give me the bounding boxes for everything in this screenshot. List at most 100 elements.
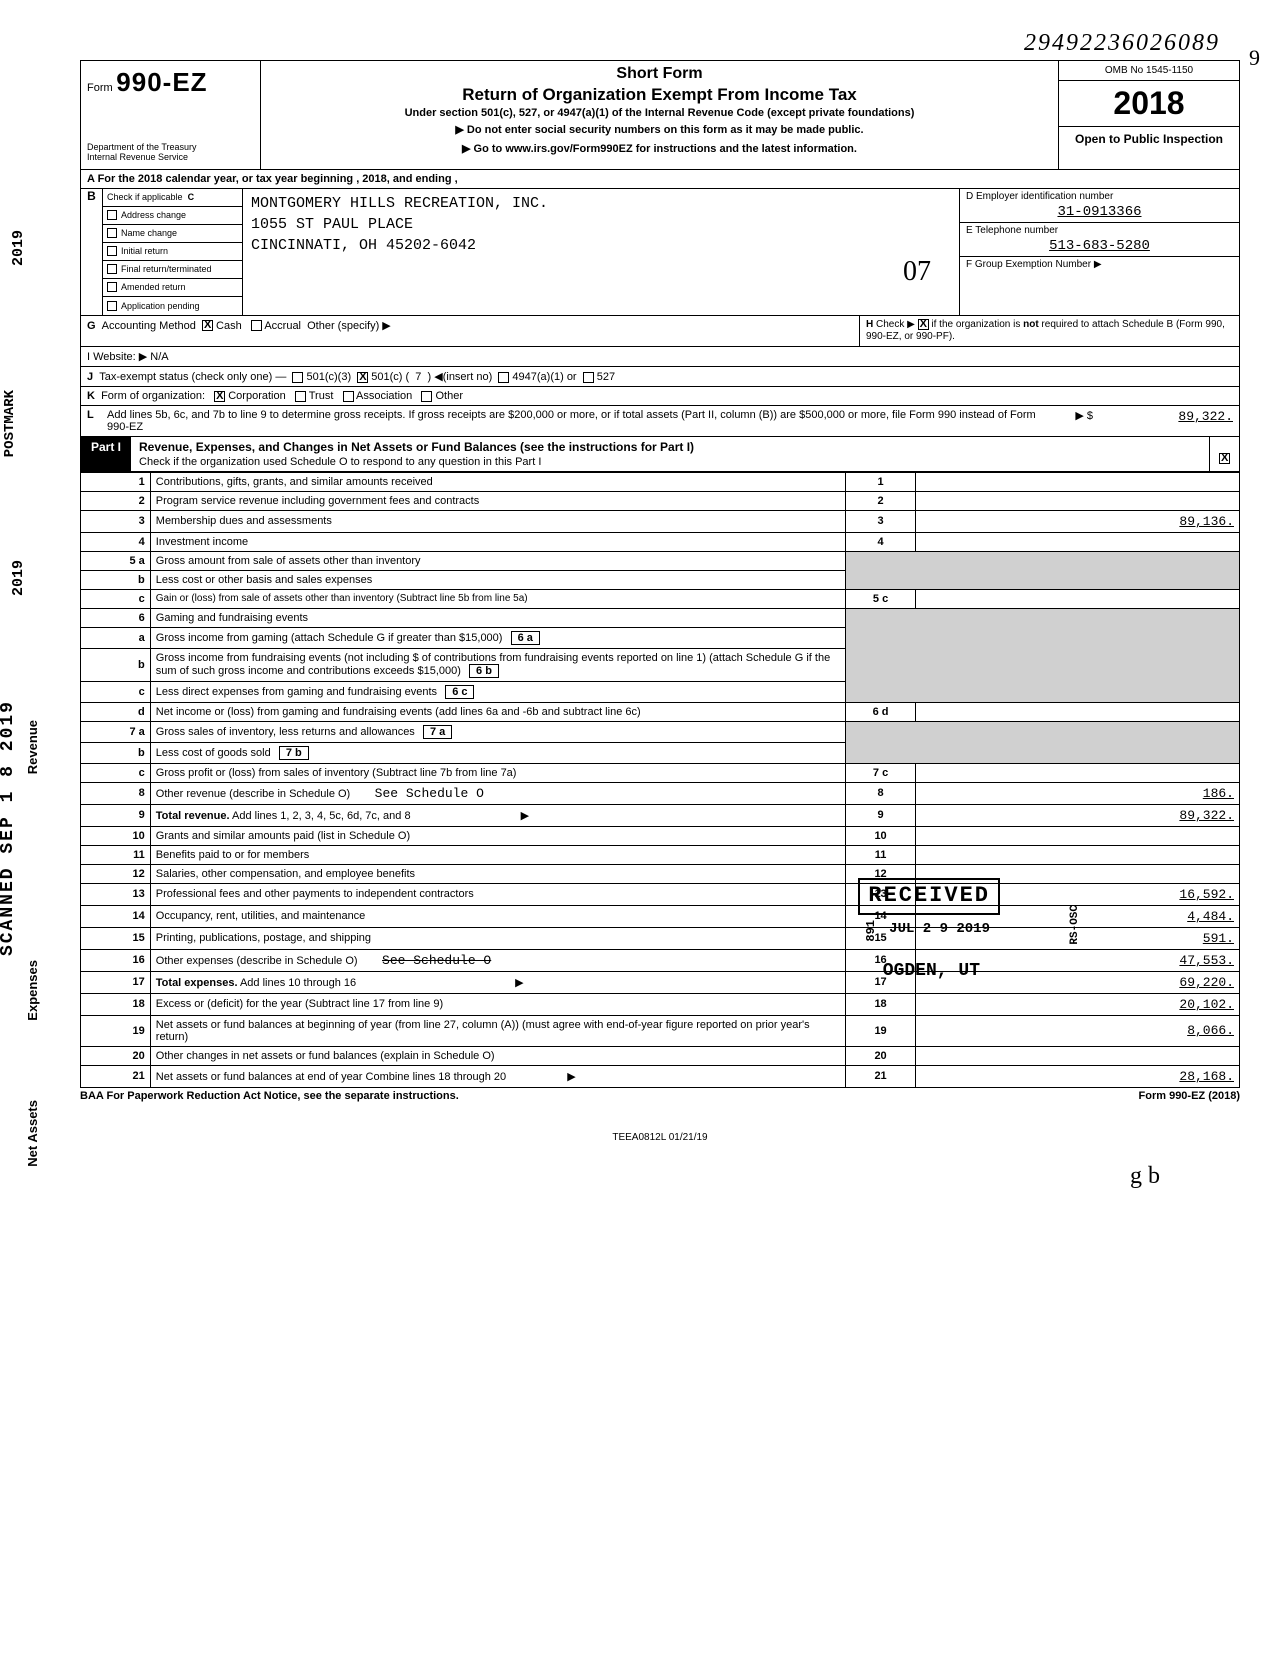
checkbox-4947[interactable] bbox=[498, 372, 509, 383]
part1-badge: Part I bbox=[81, 437, 131, 471]
checkbox-h[interactable] bbox=[918, 319, 929, 330]
main-title: Return of Organization Exempt From Incom… bbox=[271, 85, 1048, 105]
ln12-num: 12 bbox=[81, 864, 151, 883]
ln11-num: 11 bbox=[81, 845, 151, 864]
e-label: E Telephone number bbox=[966, 225, 1233, 236]
ln5a-text: Gross amount from sale of assets other t… bbox=[150, 551, 845, 570]
ln16-note: See Schedule O bbox=[382, 953, 491, 968]
checkbox-corp[interactable] bbox=[214, 391, 225, 402]
ln19-num: 19 bbox=[81, 1015, 151, 1046]
ln1-amt bbox=[915, 472, 1239, 491]
checkbox-accrual[interactable] bbox=[251, 320, 262, 331]
ln1-num: 1 bbox=[81, 472, 151, 491]
subtitle-3: ▶ Go to www.irs.gov/Form990EZ for instru… bbox=[271, 142, 1048, 155]
ln18-amt: 20,102. bbox=[915, 993, 1239, 1015]
checkbox-cash[interactable] bbox=[202, 320, 213, 331]
ln6d-rn: 6 d bbox=[846, 702, 916, 721]
omb-number: OMB No 1545-1150 bbox=[1059, 61, 1239, 81]
org-name-address: MONTGOMERY HILLS RECREATION, INC. 1055 S… bbox=[243, 189, 959, 315]
short-form-label: Short Form bbox=[271, 65, 1048, 83]
address-block: B Check if applicable C Address change N… bbox=[80, 189, 1240, 316]
ln17-text: Total expenses. bbox=[156, 977, 238, 989]
checkbox-other[interactable] bbox=[421, 391, 432, 402]
checkbox-address-change[interactable] bbox=[107, 210, 117, 220]
l-amount: 89,322. bbox=[1093, 409, 1233, 433]
l-arrow: ▶ $ bbox=[1053, 409, 1093, 433]
phone-value: 513-683-5280 bbox=[966, 236, 1233, 254]
form-page: 29492236026089 9 SCANNED SEP 1 8 2019 PO… bbox=[0, 0, 1280, 1210]
form-prefix: Form bbox=[87, 82, 113, 94]
checkbox-trust[interactable] bbox=[295, 391, 306, 402]
ln9-amt: 89,322. bbox=[915, 804, 1239, 826]
ln7c-amt bbox=[915, 763, 1239, 782]
subtitle-2: ▶ Do not enter social security numbers o… bbox=[271, 123, 1048, 136]
ln7c-text: Gross profit or (loss) from sales of inv… bbox=[150, 763, 845, 782]
ln10-num: 10 bbox=[81, 826, 151, 845]
ln7a-box: 7 a bbox=[423, 725, 452, 739]
ein-value: 31-0913366 bbox=[966, 202, 1233, 220]
row-g: G Accounting Method Cash Accrual Other (… bbox=[80, 316, 1240, 347]
ln8-note: See Schedule O bbox=[375, 786, 484, 801]
ln15-num: 15 bbox=[81, 927, 151, 949]
d-label: D Employer identification number bbox=[966, 191, 1233, 202]
org-addr2: CINCINNATI, OH 45202-6042 bbox=[251, 235, 951, 256]
tax-year: 2018 bbox=[1059, 81, 1239, 127]
checkbox-initial-return[interactable] bbox=[107, 246, 117, 256]
checkbox-assoc[interactable] bbox=[343, 391, 354, 402]
l-label: L bbox=[87, 409, 107, 433]
subtitle-1: Under section 501(c), 527, or 4947(a)(1)… bbox=[271, 107, 1048, 119]
ln8-amt: 186. bbox=[915, 782, 1239, 804]
checkbox-501c3[interactable] bbox=[292, 372, 303, 383]
ln16-num: 16 bbox=[81, 949, 151, 971]
checkbox-app-pending[interactable] bbox=[107, 301, 117, 311]
ln14-text: Occupancy, rent, utilities, and maintena… bbox=[150, 905, 845, 927]
ln2-text: Program service revenue including govern… bbox=[150, 491, 845, 510]
checkbox-527[interactable] bbox=[583, 372, 594, 383]
ln21-amt: 28,168. bbox=[915, 1065, 1239, 1087]
h-text: H Check ▶ if the organization is not req… bbox=[859, 316, 1239, 346]
chk-1: Name change bbox=[121, 228, 177, 238]
ln3-text: Membership dues and assessments bbox=[150, 510, 845, 532]
ln4-text: Investment income bbox=[150, 532, 845, 551]
ln5c-rn: 5 c bbox=[846, 589, 916, 608]
website-row: I Website: ▶ N/A bbox=[81, 347, 859, 366]
checkbox-name-change[interactable] bbox=[107, 228, 117, 238]
ln21-text: Net assets or fund balances at end of ye… bbox=[156, 1071, 506, 1083]
org-name: MONTGOMERY HILLS RECREATION, INC. bbox=[251, 193, 951, 214]
netassets-label: Net Assets bbox=[25, 1100, 40, 1167]
ln6c-box: 6 c bbox=[445, 685, 474, 699]
ln14-num: 14 bbox=[81, 905, 151, 927]
ln9-text: Total revenue. bbox=[156, 810, 230, 822]
chk-4: Amended return bbox=[121, 282, 186, 292]
row-i: I Website: ▶ N/A bbox=[80, 347, 1240, 367]
row-j: J Tax-exempt status (check only one) — 5… bbox=[80, 367, 1240, 387]
ln2-amt bbox=[915, 491, 1239, 510]
ln16-text: Other expenses (describe in Schedule O) bbox=[156, 955, 358, 967]
form-number-box: Form 990-EZ Department of the Treasury I… bbox=[81, 61, 261, 169]
checkbox-501c[interactable] bbox=[357, 372, 368, 383]
year-box: OMB No 1545-1150 2018 Open to Public Ins… bbox=[1059, 61, 1239, 169]
part1-title: Revenue, Expenses, and Changes in Net As… bbox=[139, 440, 694, 454]
f-label: F Group Exemption Number ▶ bbox=[966, 259, 1233, 270]
ln11-amt bbox=[915, 845, 1239, 864]
ln4-amt bbox=[915, 532, 1239, 551]
checkbox-amended[interactable] bbox=[107, 282, 117, 292]
ln20-amt bbox=[915, 1046, 1239, 1065]
postmark-label: POSTMARK bbox=[2, 390, 18, 457]
ln13-num: 13 bbox=[81, 883, 151, 905]
ln10-amt bbox=[915, 826, 1239, 845]
ln19-text: Net assets or fund balances at beginning… bbox=[150, 1015, 845, 1046]
ln18-num: 18 bbox=[81, 993, 151, 1015]
check-header: Check if applicable bbox=[107, 192, 183, 202]
stamp-rsosc: RS-OSC bbox=[1068, 905, 1082, 945]
col-b-label: B bbox=[81, 189, 103, 315]
ln8-text: Other revenue (describe in Schedule O) bbox=[156, 788, 350, 800]
l-text: Add lines 5b, 6c, and 7b to line 9 to de… bbox=[107, 409, 1053, 433]
ln15-text: Printing, publications, postage, and shi… bbox=[150, 927, 845, 949]
checkbox-final-return[interactable] bbox=[107, 264, 117, 274]
checkbox-schedule-o[interactable] bbox=[1219, 453, 1230, 464]
org-addr1: 1055 ST PAUL PLACE bbox=[251, 214, 951, 235]
scanned-stamp: SCANNED SEP 1 8 2019 bbox=[0, 700, 18, 956]
ln6a-num: a bbox=[81, 627, 151, 648]
side-year-b: 2019 bbox=[10, 560, 27, 596]
